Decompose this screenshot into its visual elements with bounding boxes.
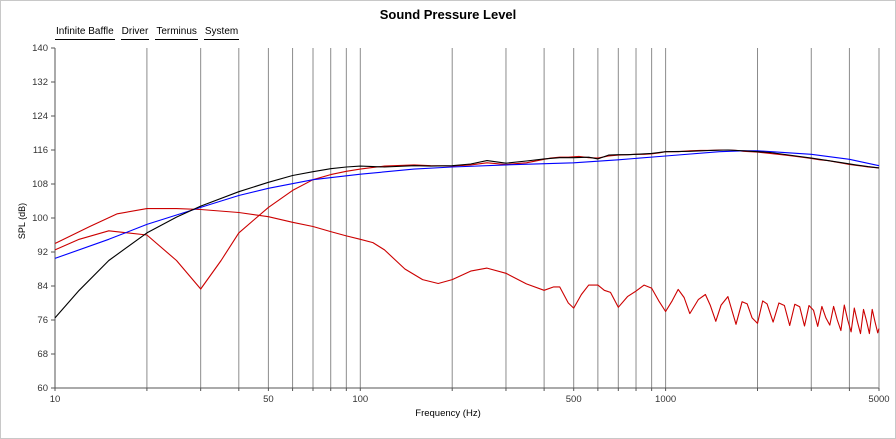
series-line-driver	[54, 149, 880, 290]
x-axis-label: Frequency (Hz)	[415, 408, 481, 419]
y-axis-label: SPL (dB)	[17, 202, 28, 240]
y-tick-label: 132	[32, 77, 48, 88]
legend-item-driver[interactable]: Driver	[120, 25, 150, 40]
chart-title: Sound Pressure Level	[379, 7, 517, 22]
y-tick-label: 60	[37, 383, 48, 394]
legend: Infinite Baffle Driver Terminus System	[55, 25, 240, 40]
x-tick-label: 100	[352, 394, 368, 405]
y-tick-label: 140	[32, 43, 48, 54]
x-tick-label: 10	[50, 394, 61, 405]
y-tick-label: 76	[37, 315, 48, 326]
series-line-system	[54, 149, 880, 319]
y-tick-label: 100	[32, 213, 48, 224]
y-tick-label: 116	[33, 145, 48, 156]
legend-item-infinite-baffle[interactable]: Infinite Baffle	[55, 25, 115, 40]
y-tick-label: 92	[37, 247, 48, 258]
legend-item-terminus[interactable]: Terminus	[155, 25, 198, 40]
x-tick-label: 500	[566, 394, 582, 405]
series-line-infinite-baffle	[54, 150, 880, 259]
y-tick-label: 68	[37, 349, 48, 360]
x-tick-label: 50	[263, 394, 274, 405]
x-tick-label: 1000	[655, 394, 676, 405]
x-tick-label: 5000	[868, 394, 889, 405]
y-tick-label: 124	[32, 111, 48, 122]
legend-item-system[interactable]: System	[203, 25, 240, 40]
y-tick-label: 108	[32, 179, 48, 190]
series-line-terminus	[54, 208, 880, 335]
y-tick-label: 84	[37, 281, 48, 292]
